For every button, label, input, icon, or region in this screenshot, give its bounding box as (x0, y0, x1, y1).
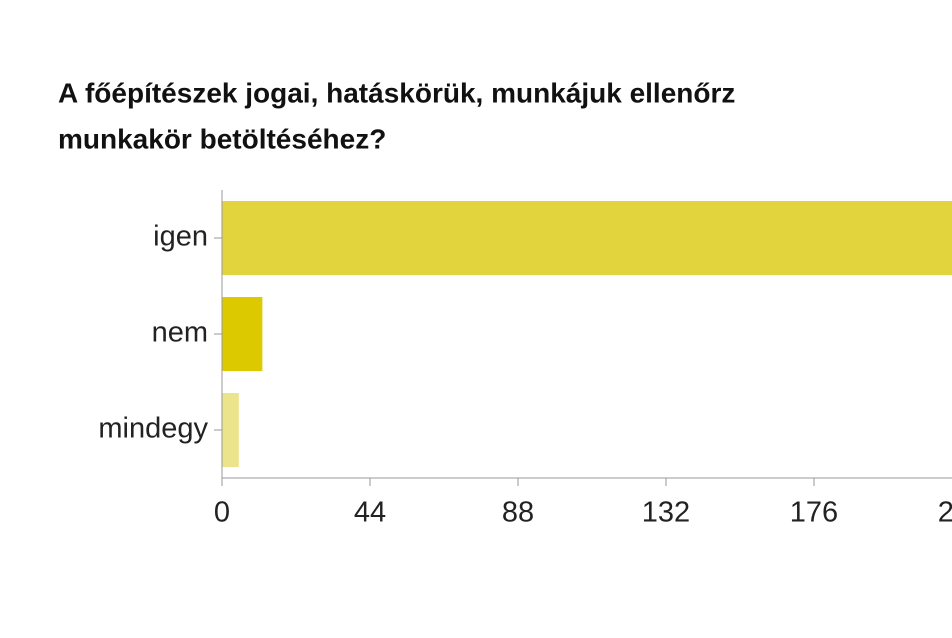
bar (222, 201, 952, 275)
x-tick-label: 0 (214, 497, 230, 529)
y-tick-label: nem (152, 317, 208, 349)
x-tick-label: 88 (502, 497, 534, 529)
y-tick-label: igen (153, 221, 208, 253)
y-tick-label: mindegy (98, 413, 208, 445)
x-tick-label: 132 (642, 497, 690, 529)
bar (222, 297, 263, 371)
x-tick-label: 220 (938, 497, 952, 529)
x-tick-label: 176 (790, 497, 838, 529)
chart-title: A főépítészek jogai, hatáskörük, munkáju… (58, 77, 735, 108)
chart-title: munkakör betöltéséhez? (58, 123, 386, 154)
bar (222, 393, 239, 467)
x-tick-label: 44 (354, 497, 386, 529)
